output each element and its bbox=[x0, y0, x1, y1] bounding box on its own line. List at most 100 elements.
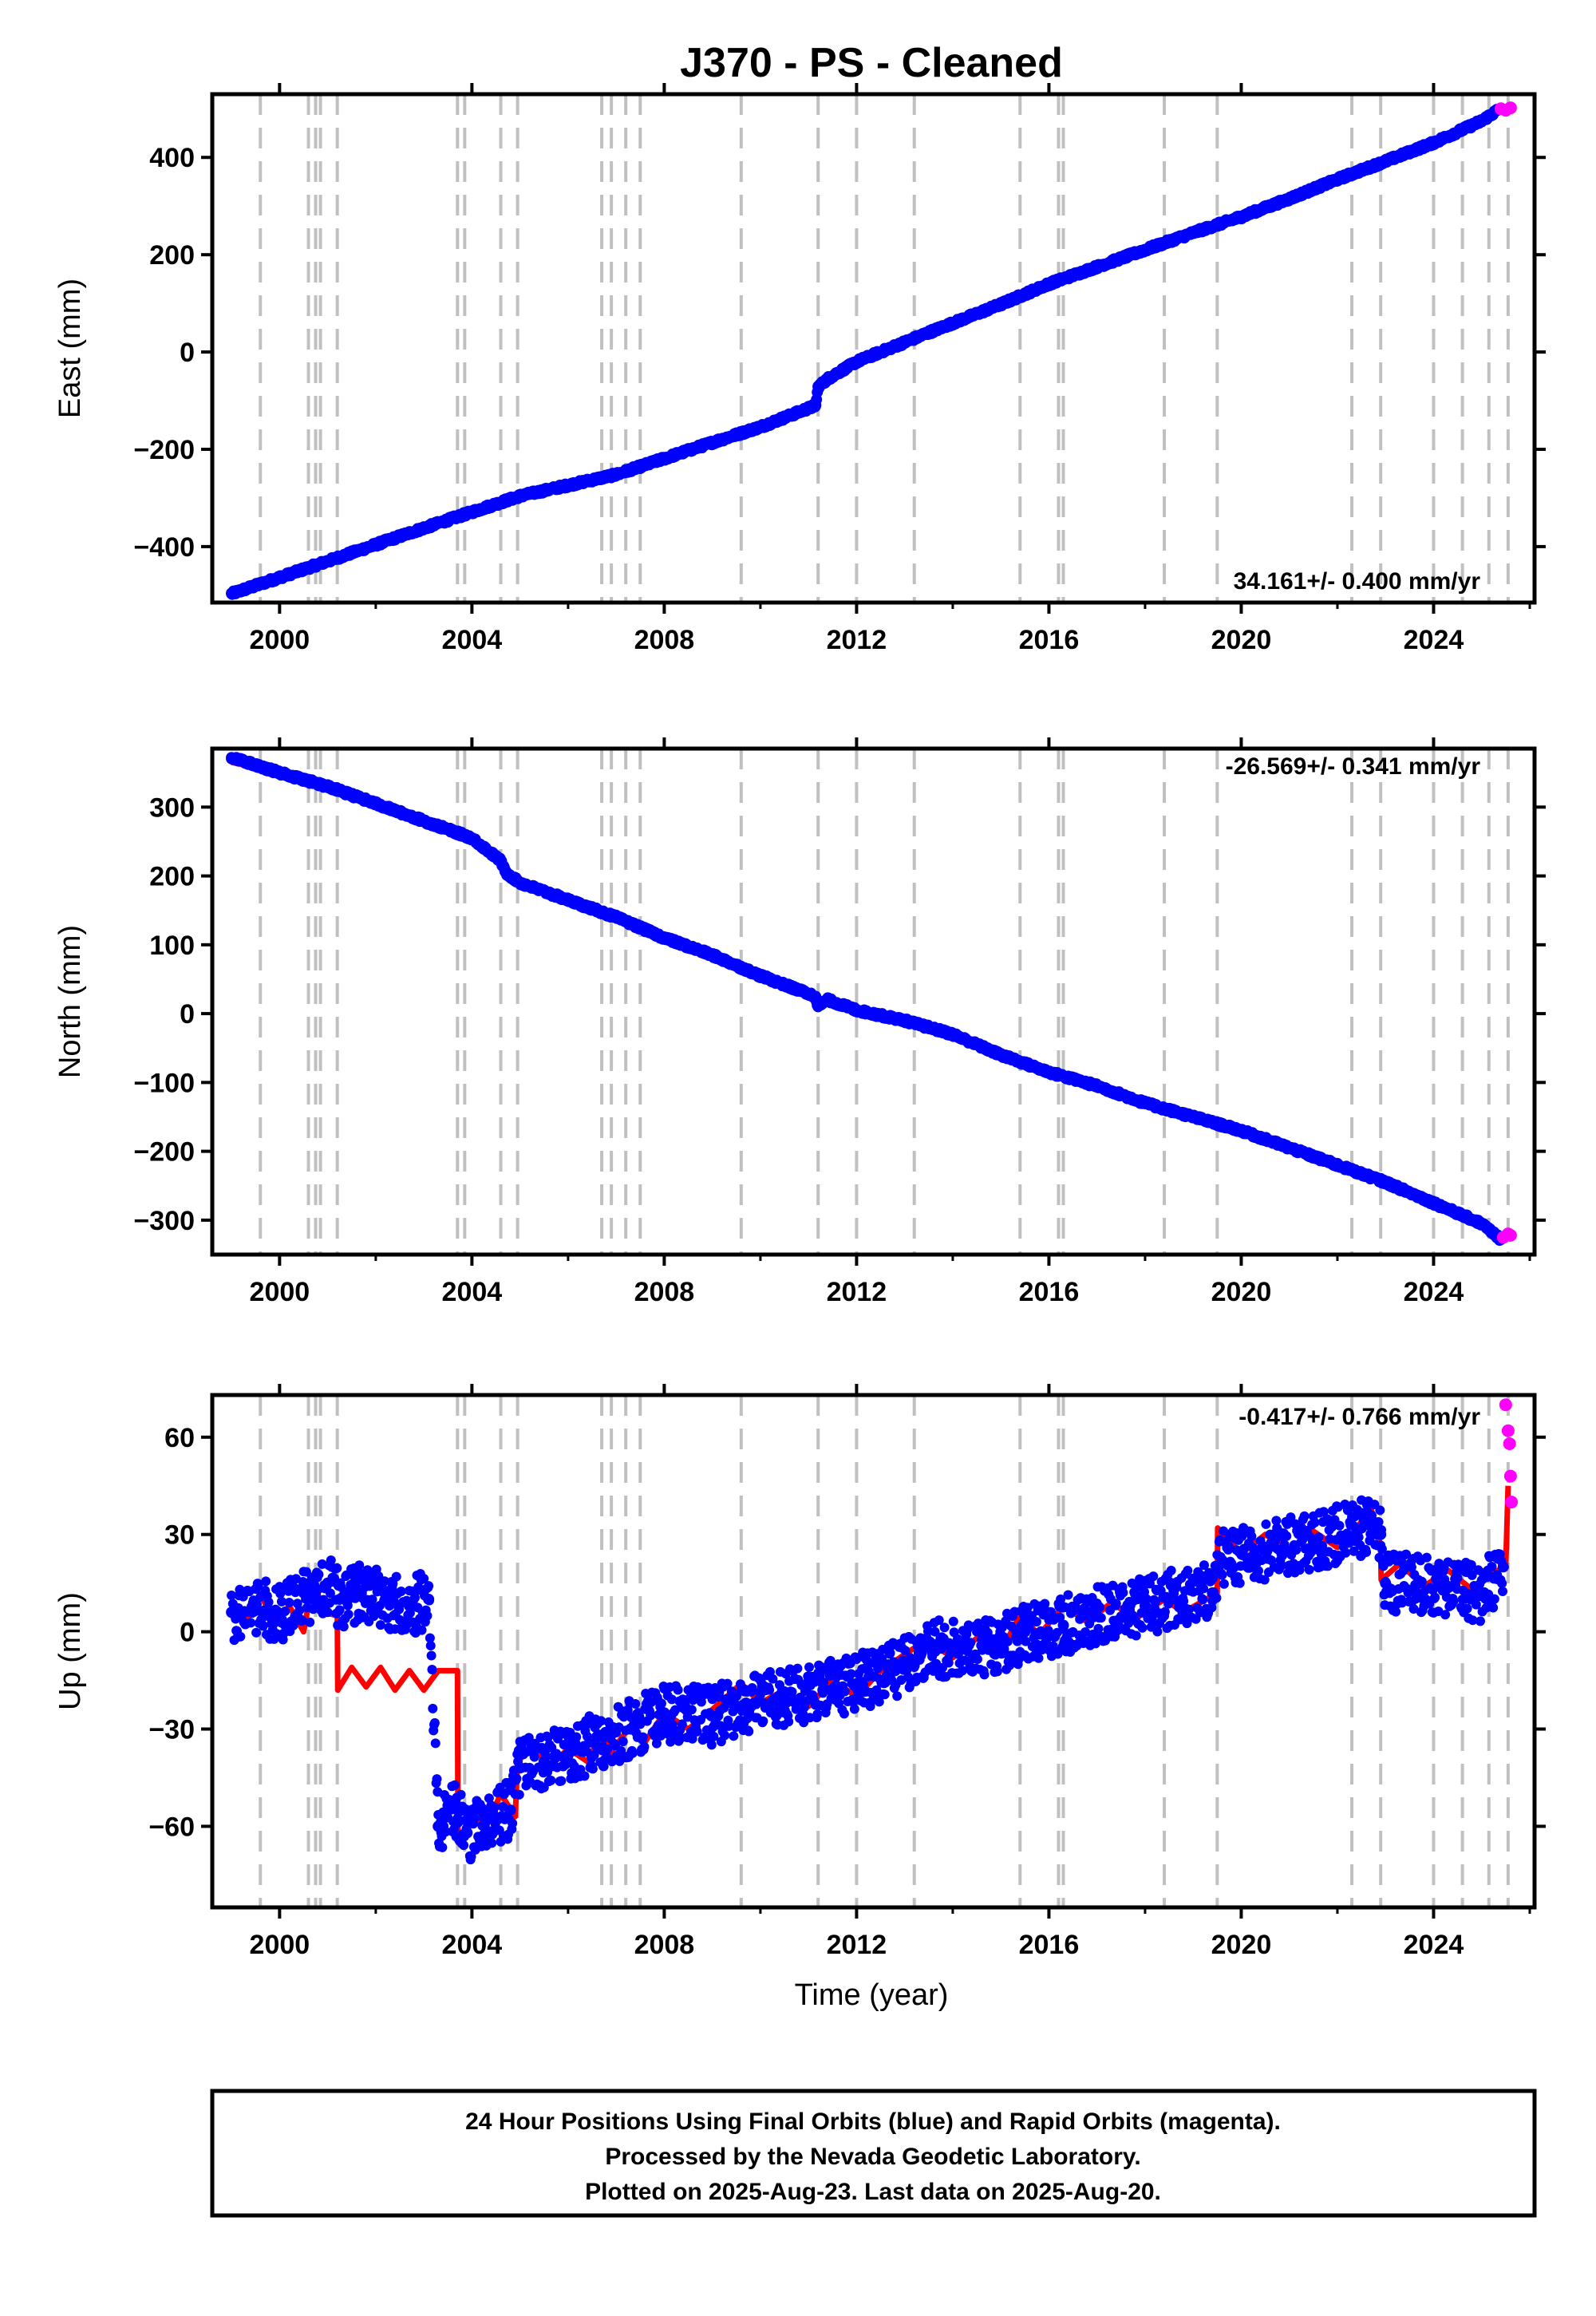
up-final-point bbox=[508, 1818, 518, 1828]
north-final-point bbox=[369, 798, 381, 810]
up-final-point bbox=[284, 1597, 294, 1607]
north-final-point bbox=[706, 949, 718, 961]
north-x-tick-label: 2004 bbox=[442, 1277, 503, 1307]
north-x-tick-label: 2016 bbox=[1019, 1277, 1080, 1307]
up-final-point bbox=[396, 1587, 406, 1597]
up-final-point bbox=[235, 1631, 246, 1642]
north-final-point bbox=[899, 1014, 911, 1026]
east-final-point bbox=[418, 522, 430, 534]
up-final-point bbox=[571, 1732, 582, 1742]
north-x-tick-label: 2012 bbox=[827, 1277, 887, 1307]
up-final-point bbox=[456, 1789, 466, 1800]
north-final-point bbox=[1380, 1176, 1392, 1188]
north-final-point bbox=[754, 970, 766, 982]
east-rapid-point bbox=[1503, 101, 1517, 115]
east-event-lines bbox=[259, 94, 1510, 603]
up-final-point bbox=[426, 1650, 437, 1661]
north-final-points bbox=[226, 752, 1507, 1247]
up-final-point bbox=[892, 1691, 903, 1701]
up-final-point bbox=[618, 1737, 628, 1747]
east-panel: 2000 2004 2008 2012 2016 2020 2024 −400−200020… bbox=[53, 83, 1546, 655]
up-final-point bbox=[546, 1775, 556, 1785]
up-final-point bbox=[246, 1618, 256, 1628]
north-final-point bbox=[274, 767, 286, 779]
east-final-point bbox=[322, 555, 334, 567]
east-final-point bbox=[1091, 261, 1103, 273]
north-y-tick-label: 100 bbox=[149, 931, 195, 961]
up-final-point bbox=[430, 1738, 440, 1749]
north-y-tick-label: 200 bbox=[149, 862, 195, 892]
north-final-point bbox=[226, 752, 238, 764]
up-final-point bbox=[343, 1609, 354, 1619]
north-event-lines bbox=[259, 749, 1510, 1255]
north-final-point bbox=[812, 1001, 824, 1013]
north-final-point bbox=[418, 815, 430, 827]
up-final-point bbox=[425, 1641, 436, 1651]
east-final-point bbox=[922, 326, 934, 338]
north-final-point bbox=[851, 1004, 863, 1016]
north-y-tick-label: 300 bbox=[149, 792, 195, 823]
east-final-point bbox=[514, 490, 526, 502]
up-final-point bbox=[839, 1709, 849, 1719]
up-final-point bbox=[764, 1685, 775, 1695]
up-final-point bbox=[639, 1741, 650, 1752]
north-x-tick-label: 2024 bbox=[1404, 1277, 1464, 1307]
up-final-point bbox=[427, 1665, 437, 1675]
north-final-point bbox=[1428, 1197, 1440, 1209]
east-rate-label: 34.161+/- 0.400 mm/yr bbox=[1234, 568, 1481, 595]
north-final-point bbox=[495, 855, 507, 867]
north-model bbox=[231, 759, 1512, 1243]
east-final-point bbox=[226, 588, 238, 600]
up-final-point bbox=[305, 1617, 315, 1627]
east-final-point bbox=[822, 373, 834, 385]
north-model-line bbox=[231, 759, 1512, 1243]
up-final-point bbox=[556, 1776, 567, 1786]
north-x-tick-label: 2020 bbox=[1211, 1277, 1272, 1307]
chart-title: J370 - PS - Cleaned bbox=[680, 40, 1063, 86]
up-final-point bbox=[638, 1732, 648, 1742]
up-final-point bbox=[429, 1717, 440, 1728]
east-final-point bbox=[812, 381, 824, 393]
north-final-point bbox=[1043, 1066, 1055, 1078]
north-x-tick-label: 2000 bbox=[250, 1277, 310, 1307]
east-final-point bbox=[1139, 244, 1151, 256]
up-final-point bbox=[839, 1686, 850, 1697]
up-final-point bbox=[322, 1607, 333, 1618]
up-final-point bbox=[758, 1716, 768, 1726]
east-final-points bbox=[226, 103, 1504, 600]
north-final-point bbox=[1187, 1111, 1199, 1123]
east-y-tick-label: −200 bbox=[133, 435, 195, 465]
up-final-point bbox=[354, 1560, 365, 1571]
east-y-axis-label: East (mm) bbox=[53, 279, 87, 418]
up-final-point bbox=[432, 1774, 442, 1784]
up-final-point bbox=[656, 1698, 666, 1709]
east-x-tick-label: 2020 bbox=[1211, 625, 1272, 655]
east-rapid-points bbox=[1494, 101, 1517, 117]
up-final-point bbox=[263, 1597, 274, 1607]
up-final-point bbox=[729, 1731, 739, 1741]
north-final-point bbox=[562, 894, 574, 906]
north-y-tick-label: −200 bbox=[133, 1137, 195, 1168]
east-plot-frame bbox=[210, 92, 1537, 605]
up-final-point bbox=[332, 1563, 342, 1573]
east-final-point bbox=[810, 400, 822, 412]
up-final-point bbox=[673, 1685, 683, 1695]
up-final-point bbox=[489, 1802, 500, 1812]
east-x-tick-label: 2012 bbox=[827, 625, 887, 655]
up-final-point bbox=[375, 1620, 385, 1630]
north-panel: 2000 2004 2008 2012 2016 2020 2024 −300−200−10… bbox=[53, 737, 1546, 1307]
up-final-point bbox=[334, 1605, 345, 1615]
up-final-point bbox=[424, 1581, 434, 1591]
east-final-point bbox=[610, 468, 622, 480]
east-final-point bbox=[995, 298, 1007, 310]
north-x-tick-label: 2008 bbox=[634, 1277, 695, 1307]
north-final-point bbox=[946, 1028, 958, 1040]
north-final-point bbox=[322, 781, 334, 792]
up-final-point bbox=[437, 1842, 448, 1852]
north-final-point bbox=[610, 911, 622, 923]
north-y-axis-label: North (mm) bbox=[53, 925, 87, 1078]
north-final-point bbox=[1235, 1124, 1247, 1136]
up-final-point bbox=[879, 1690, 890, 1700]
